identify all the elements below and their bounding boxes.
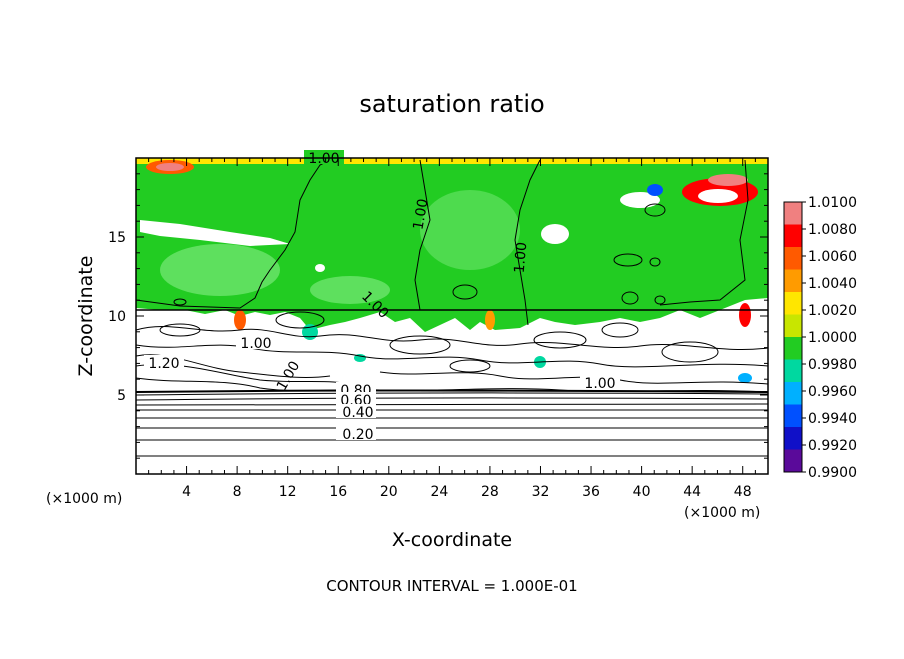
field-hot-spot xyxy=(234,310,246,330)
contour-label-group: 1.00 1.00 1.00 1.00 1.00 1.20 1.00 1.00 … xyxy=(144,150,620,443)
colorbar-swatch xyxy=(784,404,802,428)
chart-title: saturation ratio xyxy=(359,90,544,118)
x-tick-label: 20 xyxy=(380,484,398,500)
colorbar-swatch xyxy=(784,202,802,225)
x-tick-label: 8 xyxy=(233,484,242,500)
field-hot-spot xyxy=(485,310,495,330)
colorbar-tick-label: 1.0040 xyxy=(808,276,857,292)
colorbar-swatch xyxy=(784,269,802,293)
colorbar-swatch xyxy=(784,337,802,360)
contour-interval: CONTOUR INTERVAL = 1.000E-01 xyxy=(326,577,577,595)
field-cyan-spot xyxy=(354,354,366,362)
x-tick-label: 44 xyxy=(683,484,701,500)
colorbar-tick-label: 1.0020 xyxy=(808,303,857,319)
colorbar-swatch xyxy=(784,382,802,405)
field-white-patch xyxy=(315,264,325,272)
colorbar-swatch xyxy=(784,292,802,315)
contour-label: 0.40 xyxy=(342,405,373,421)
y-axis-label: Z-coordinate xyxy=(75,256,97,377)
field-cold-spot xyxy=(647,184,663,196)
lower-boundary-contour xyxy=(135,389,769,393)
contour-label: 1.00 xyxy=(584,376,615,392)
contour-label: 1.00 xyxy=(512,241,531,273)
colorbar-tick-label: 0.9980 xyxy=(808,357,857,373)
x-tick-label: 28 xyxy=(481,484,499,500)
x-unit-right: (×1000 m) xyxy=(684,505,760,521)
y-tick-label: 15 xyxy=(108,230,126,246)
contour-label: 1.00 xyxy=(240,336,271,352)
y-tick-label: 10 xyxy=(108,309,126,325)
y-tick-label: 5 xyxy=(117,388,126,404)
field-cyan-spot xyxy=(738,373,752,383)
x-tick-label: 40 xyxy=(633,484,651,500)
x-tick-label: 12 xyxy=(279,484,297,500)
colorbar-tick-label: 0.9920 xyxy=(808,438,857,454)
contour-label: 1.00 xyxy=(274,359,303,394)
contour-label: 0.20 xyxy=(342,427,373,443)
field-hot-spot xyxy=(708,174,748,186)
plot-area: 1.00 1.00 1.00 1.00 1.00 1.20 1.00 1.00 … xyxy=(135,150,769,475)
x-tick-label: 32 xyxy=(532,484,550,500)
colorbar-swatch xyxy=(784,247,802,270)
contour-label: 1.20 xyxy=(148,356,179,372)
colorbar-tick-label: 0.9940 xyxy=(808,411,857,427)
colorbar-swatch xyxy=(784,359,802,383)
contour-label: 1.00 xyxy=(308,151,339,167)
x-tick-label: 4 xyxy=(182,484,191,500)
field-white-patch xyxy=(541,224,569,244)
field-white-patch xyxy=(620,192,660,208)
colorbar-swatch xyxy=(784,314,802,338)
x-tick-label: 24 xyxy=(430,484,448,500)
field-lightgreen-patch xyxy=(160,244,280,296)
colorbar-swatch xyxy=(784,224,802,248)
x-tick-label: 16 xyxy=(329,484,347,500)
contour-label: 1.00 xyxy=(410,198,431,231)
colorbar-tick-label: 1.0060 xyxy=(808,249,857,265)
x-tick-label: 48 xyxy=(734,484,752,500)
field-lightgreen-patch xyxy=(310,276,390,304)
colorbar-swatch xyxy=(784,427,802,450)
field-hot-spot xyxy=(739,303,751,327)
colorbar-tick-label: 1.0100 xyxy=(808,195,857,211)
colorbar-tick-label: 1.0000 xyxy=(808,330,857,346)
x-tick-label: 36 xyxy=(582,484,600,500)
colorbar-swatch xyxy=(784,449,802,473)
colorbar: 1.0100 1.0080 1.0060 1.0040 1.0020 1.0000 0.99… xyxy=(783,195,857,481)
x-axis-label: X-coordinate xyxy=(392,529,512,551)
field-hot-spot xyxy=(698,189,738,203)
field-white-patch xyxy=(140,220,290,246)
field-lightgreen-patch xyxy=(420,190,520,270)
x-unit-left: (×1000 m) xyxy=(46,491,122,507)
colorbar-tick-label: 0.9960 xyxy=(808,384,857,400)
y-axis: 5 10 15 xyxy=(108,173,768,459)
colorbar-tick-label: 0.9900 xyxy=(808,465,857,481)
field-hot-spot xyxy=(156,163,184,171)
x-axis: 4 8 12 16 20 24 28 32 36 40 44 48 xyxy=(148,158,756,500)
colorbar-tick-label: 1.0080 xyxy=(808,222,857,238)
